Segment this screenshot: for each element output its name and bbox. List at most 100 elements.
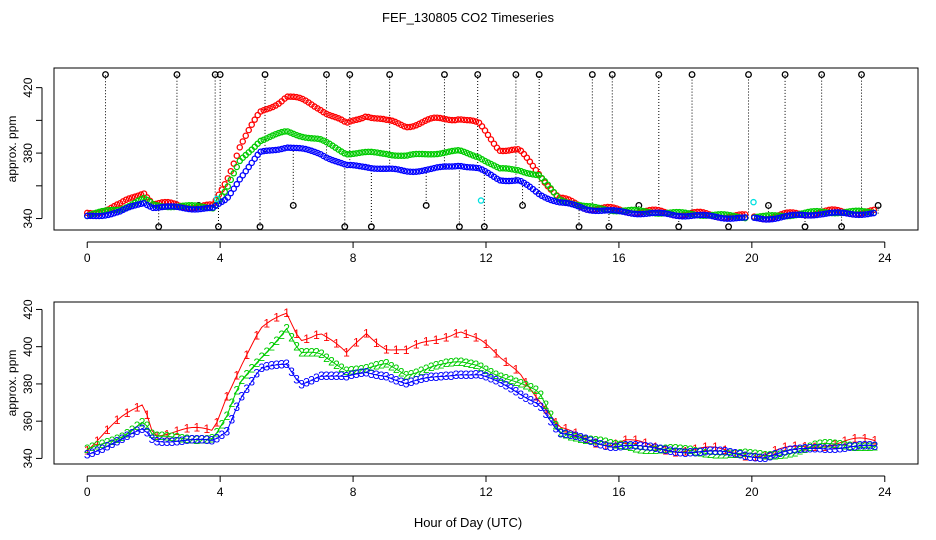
series-2-label: 2 <box>672 442 679 456</box>
series-2-point <box>499 164 507 172</box>
series-3-label: 3 <box>453 368 460 382</box>
series-3-label: 3 <box>338 369 345 383</box>
series-2-point <box>442 149 450 156</box>
series-3-point <box>658 209 665 217</box>
series-2-label: 2 <box>508 373 515 387</box>
series-3-point <box>329 156 336 164</box>
flag-point <box>441 71 448 78</box>
series-3-label: 3 <box>742 449 749 463</box>
series-3-label: 3 <box>458 368 465 382</box>
series-3-point <box>424 166 432 173</box>
series-3-label: 3 <box>533 396 540 410</box>
series-3-point <box>368 164 375 172</box>
series-3-point <box>275 146 282 153</box>
series-2-label: 2 <box>144 419 151 433</box>
series-3-label: 3 <box>857 439 864 453</box>
series-1-point <box>257 108 264 115</box>
series-2-label: 2 <box>557 426 564 440</box>
series-2-label: 2 <box>373 359 380 373</box>
series-2-label: 2 <box>627 440 634 454</box>
series-3-label: 3 <box>503 379 510 393</box>
series-2-label: 2 <box>213 426 220 440</box>
series-1-point <box>487 136 495 143</box>
series-2-label: 2 <box>513 375 520 389</box>
series-2-label: 2 <box>537 388 544 402</box>
series-3-point <box>146 203 154 210</box>
series-3-point <box>454 162 462 170</box>
series-3-point <box>125 203 133 211</box>
series-3-label: 3 <box>253 367 260 381</box>
series-3-label: 3 <box>627 438 634 452</box>
series-3-point <box>466 164 474 171</box>
series-2-point <box>353 150 360 157</box>
series-3-label: 3 <box>293 373 300 387</box>
series-3-label: 3 <box>607 440 614 454</box>
series-1-point <box>251 116 258 123</box>
series-2-label: 2 <box>179 431 186 445</box>
series-2-point <box>221 188 229 196</box>
series-3-point <box>347 161 354 169</box>
series-3-label: 3 <box>89 446 96 460</box>
series-1-label: 1 <box>812 440 819 454</box>
series-1-label: 1 <box>104 423 111 437</box>
series-3-point <box>239 172 247 179</box>
series-2-point <box>290 130 297 138</box>
series-2-label: 2 <box>298 346 305 360</box>
series-2-label: 2 <box>757 448 764 462</box>
series-3-label: 3 <box>757 451 764 465</box>
series-3-point <box>433 164 441 171</box>
flag-point <box>688 71 696 78</box>
series-2-label: 2 <box>413 366 420 380</box>
series-3-label: 3 <box>348 368 355 382</box>
series-2-label: 2 <box>587 433 594 447</box>
series-1-point <box>451 116 459 124</box>
series-3-label: 3 <box>333 369 340 383</box>
series-2-point <box>395 152 402 159</box>
series-3-point <box>104 211 112 219</box>
series-2-label: 2 <box>428 360 435 374</box>
series-3-label: 3 <box>762 451 769 465</box>
y-tick-label: 420 <box>21 299 35 319</box>
series-3-label: 3 <box>552 421 559 435</box>
series-3-point <box>756 215 764 222</box>
flag-point <box>575 223 583 231</box>
series-1-point <box>389 117 396 125</box>
series-2-label: 2 <box>817 437 824 451</box>
series-2-point <box>392 152 399 159</box>
series-2-label: 2 <box>448 355 455 369</box>
series-3-label: 3 <box>847 440 854 454</box>
series-3-point <box>86 212 94 220</box>
series-3-point <box>314 149 321 157</box>
series-3-point <box>89 212 97 220</box>
series-3-point <box>469 164 477 171</box>
series-1-label: 1 <box>523 376 530 390</box>
series-3-point <box>700 211 707 219</box>
series-1-label: 1 <box>273 310 280 324</box>
series-3-label: 3 <box>433 370 440 384</box>
series-3-point <box>502 177 510 185</box>
series-3-point <box>807 212 815 219</box>
series-3-point <box>604 207 611 214</box>
series-1-point <box>284 93 291 100</box>
series-2-label: 2 <box>822 437 829 451</box>
series-3-point <box>804 212 812 219</box>
series-2-label: 2 <box>388 359 395 373</box>
series-2-point <box>299 133 306 141</box>
cyan-point <box>477 197 485 204</box>
series-2-label: 2 <box>209 432 216 446</box>
y-axis-title: approx. ppm <box>5 350 19 417</box>
series-3-point <box>284 144 291 151</box>
series-3-point <box>260 147 267 155</box>
series-2-point <box>460 148 468 156</box>
series-3-label: 3 <box>154 434 161 448</box>
x-tick-label: 24 <box>878 485 892 499</box>
series-2-label: 2 <box>533 383 540 397</box>
series-2-point <box>520 168 528 176</box>
series-2-label: 2 <box>697 445 704 459</box>
series-2-point <box>409 151 417 158</box>
series-3-point <box>712 213 719 221</box>
series-1-point <box>122 196 130 203</box>
series-2-label: 2 <box>99 437 106 451</box>
series-2-label: 2 <box>403 368 410 382</box>
series-2-point <box>454 147 462 154</box>
